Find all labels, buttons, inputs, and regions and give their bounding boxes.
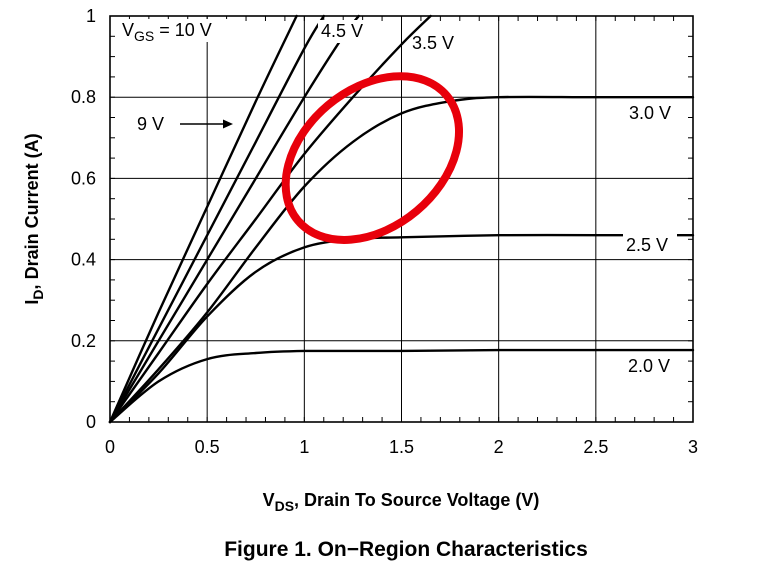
label-part: 3.0 V [629,103,671,123]
curve-label-vgs35: 3.5 V [412,33,454,53]
curve-label-text: 3.5 V [412,33,454,53]
curve-vgs-4-5-v [108,14,360,424]
y-axis-title-main: I [22,300,42,305]
curve-label-vgs20: 2.0 V [625,355,679,378]
curve-label-text: 2.0 V [628,356,670,376]
x-tick-label: 0 [105,437,115,457]
curve-vgs-3-5-v [108,14,432,424]
label-part: 9 V [137,114,164,134]
label-arrow-head [223,119,233,129]
curve-vgs-3-0-v [108,95,695,424]
x-axis-title-main: V [263,490,275,510]
curve-label-text: 2.5 V [626,235,668,255]
x-tick-label: 2.5 [583,437,608,457]
curve-vgs-9-v [108,14,325,424]
curve-vgs-2-0-v [108,348,695,424]
x-tick-label: 1 [299,437,309,457]
x-axis-title-subscript: DS [275,498,294,514]
curve-label-vgs9: 9 V [134,113,233,136]
x-tick-label: 3 [688,437,698,457]
curve-label-background [134,113,172,136]
label-part: 2.0 V [628,356,670,376]
y-tick-label: 0 [86,412,96,432]
curve-label-text: 3.0 V [629,103,671,123]
curve-label-text: 9 V [137,114,164,134]
curve-label-vgs10: VGS = 10 V [119,19,241,44]
y-tick-label: 0.8 [71,87,96,107]
y-axis-title-rest: , Drain Current (A) [22,133,42,289]
label-part: V [122,20,134,40]
y-tick-label: 1 [86,6,96,26]
y-tick-label: 0.2 [71,331,96,351]
label-subscript: GS [134,28,154,44]
figure-caption: Figure 1. On−Region Characteristics [224,538,588,561]
label-part: 2.5 V [626,235,668,255]
label-part: 4.5 V [321,21,363,41]
label-part: 3.5 V [412,33,454,53]
curve-label-vgs45: 4.5 V [318,20,372,43]
curve-label-background [625,355,679,378]
y-tick-label: 0.4 [71,250,96,270]
y-axis-title-subscript: D [30,289,46,299]
y-axis-title: ID, Drain Current (A) [22,133,46,304]
x-tick-label: 0.5 [195,437,220,457]
curve-label-vgs30: 3.0 V [626,102,680,125]
label-part: = 10 V [154,20,212,40]
y-tick-label: 0.6 [71,168,96,188]
curve-label-background [623,234,677,257]
x-tick-label: 1.5 [389,437,414,457]
curve-vgs-10-v [108,14,298,424]
curve-label-background [318,20,372,43]
highlight-ellipse [281,72,464,244]
x-tick-label: 2 [494,437,504,457]
x-axis-title: VDS, Drain To Source Voltage (V) [263,490,540,514]
curve-label-background [119,19,241,42]
x-axis-title-rest: , Drain To Source Voltage (V) [294,490,539,510]
curve-label-vgs25: 2.5 V [623,234,677,257]
curve-label-text: VGS = 10 V [122,20,212,44]
curve-label-text: 4.5 V [321,21,363,41]
curve-label-background [626,102,680,125]
